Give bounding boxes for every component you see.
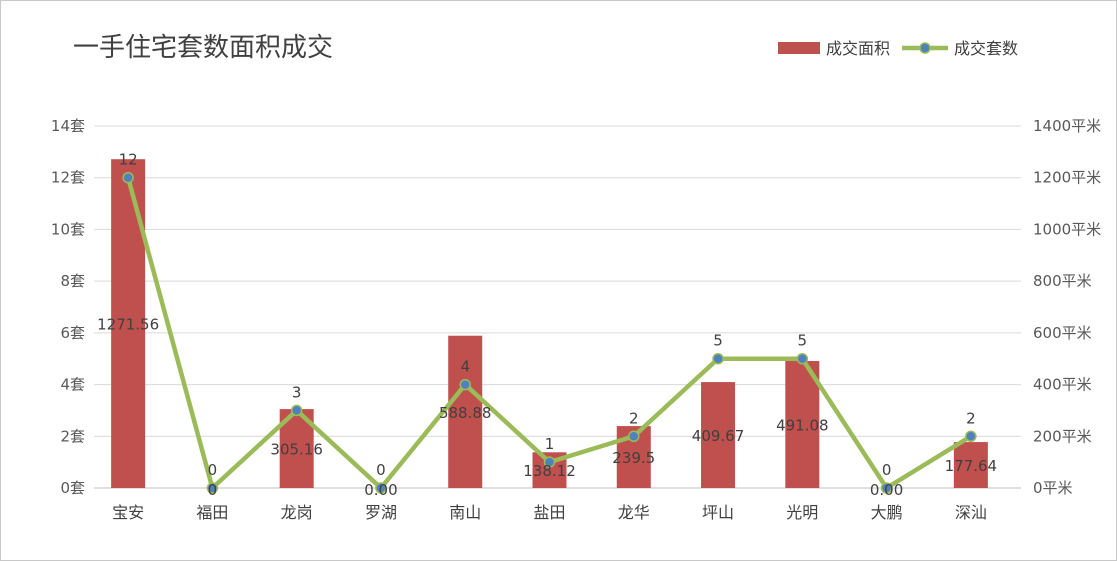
left-tick-label: 6套 (60, 324, 85, 342)
left-tick-label: 4套 (60, 376, 85, 394)
right-tick-label: 600平米 (1033, 324, 1092, 342)
line-point (290, 404, 303, 417)
category-label: 盐田 (533, 503, 565, 522)
right-tick-label: 1200平米 (1033, 169, 1101, 187)
bar-series-area (111, 159, 988, 488)
line-point (206, 482, 219, 494)
line-value-label: 4 (460, 358, 470, 376)
line-value-label: 2 (966, 409, 976, 427)
bar-value-label: 305.16 (270, 441, 323, 459)
legend: 成交面积 成交套数 (778, 39, 1018, 58)
line-value-label: 0 (208, 461, 218, 479)
legend-label-count: 成交套数 (954, 39, 1018, 58)
left-tick-label: 2套 (60, 427, 85, 445)
line-value-label: 12 (119, 151, 138, 169)
category-label: 龙华 (618, 503, 650, 522)
category-label: 罗湖 (365, 503, 397, 522)
bar (701, 382, 736, 488)
bar (785, 361, 820, 488)
bar-value-label: 588.88 (439, 404, 492, 422)
bar-value-label: 0.00 (870, 481, 903, 499)
line-point (880, 482, 893, 494)
bar-value-label: 239.5 (612, 449, 655, 467)
right-tick-label: 0平米 (1033, 479, 1073, 497)
left-axis: 0套 2套 4套 6套 8套 10套 12套 14套 (51, 117, 85, 497)
chart-title: 一手住宅套数面积成交 (73, 33, 334, 63)
line-value-label: 3 (292, 383, 302, 401)
line-value-label: 1 (545, 435, 555, 453)
category-label: 福田 (196, 503, 228, 522)
right-axis: 0平米 200平米 400平米 600平米 800平米 1000平米 1200平米 1400平… (1033, 117, 1101, 497)
bar-value-label: 138.12 (523, 462, 576, 480)
left-tick-label: 0套 (60, 479, 85, 497)
bar-value-label: 0 (208, 481, 218, 499)
line-value-label: 5 (798, 332, 808, 350)
bar-value-label: 1271.56 (97, 316, 159, 334)
legend-label-area: 成交面积 (826, 39, 890, 58)
line-point (712, 352, 724, 365)
x-axis: 宝安 福田 龙岗 罗湖 南山 盐田 龙华 坪山 光明 大鹏 深汕 (112, 503, 987, 522)
category-label: 南山 (449, 503, 481, 522)
line-value-label: 5 (713, 332, 723, 350)
bar (953, 442, 988, 488)
line-point (965, 430, 977, 443)
legend-marker-count (919, 42, 931, 54)
line-point (628, 430, 640, 443)
right-tick-label: 1400平米 (1033, 117, 1101, 135)
category-label: 坪山 (702, 503, 734, 522)
line-point (543, 456, 556, 468)
bar-value-label: 177.64 (945, 457, 998, 475)
category-label: 深汕 (955, 503, 987, 522)
left-tick-label: 14套 (51, 117, 85, 135)
line-value-label: 2 (629, 409, 639, 427)
bar (448, 335, 483, 488)
bar-value-label: 491.08 (776, 417, 829, 435)
right-tick-label: 400平米 (1033, 376, 1092, 394)
line-point (375, 482, 387, 494)
line-value-label: 0 (376, 461, 386, 479)
line-point (796, 352, 809, 365)
gridlines (94, 125, 1021, 489)
left-tick-label: 10套 (51, 220, 85, 238)
line-series-count (122, 171, 977, 494)
line-value-label: 0 (882, 461, 892, 479)
category-label: 大鹏 (871, 503, 903, 522)
line-point (459, 378, 471, 391)
left-tick-label: 12套 (51, 169, 85, 187)
left-tick-label: 8套 (60, 272, 85, 290)
data-labels: 1271.56 0 305.16 0.00 588.88 138.12 239.5 409.6… (97, 151, 997, 499)
legend-swatch-area (778, 42, 820, 54)
line-point (122, 171, 134, 184)
right-tick-label: 200平米 (1033, 427, 1092, 445)
bar-value-label: 0.00 (364, 481, 397, 499)
category-label: 宝安 (112, 503, 144, 522)
right-tick-label: 800平米 (1033, 272, 1092, 290)
category-label: 龙岗 (281, 503, 313, 522)
bar-value-label: 409.67 (692, 427, 745, 445)
right-tick-label: 1000平米 (1033, 220, 1101, 238)
category-label: 光明 (786, 503, 818, 522)
